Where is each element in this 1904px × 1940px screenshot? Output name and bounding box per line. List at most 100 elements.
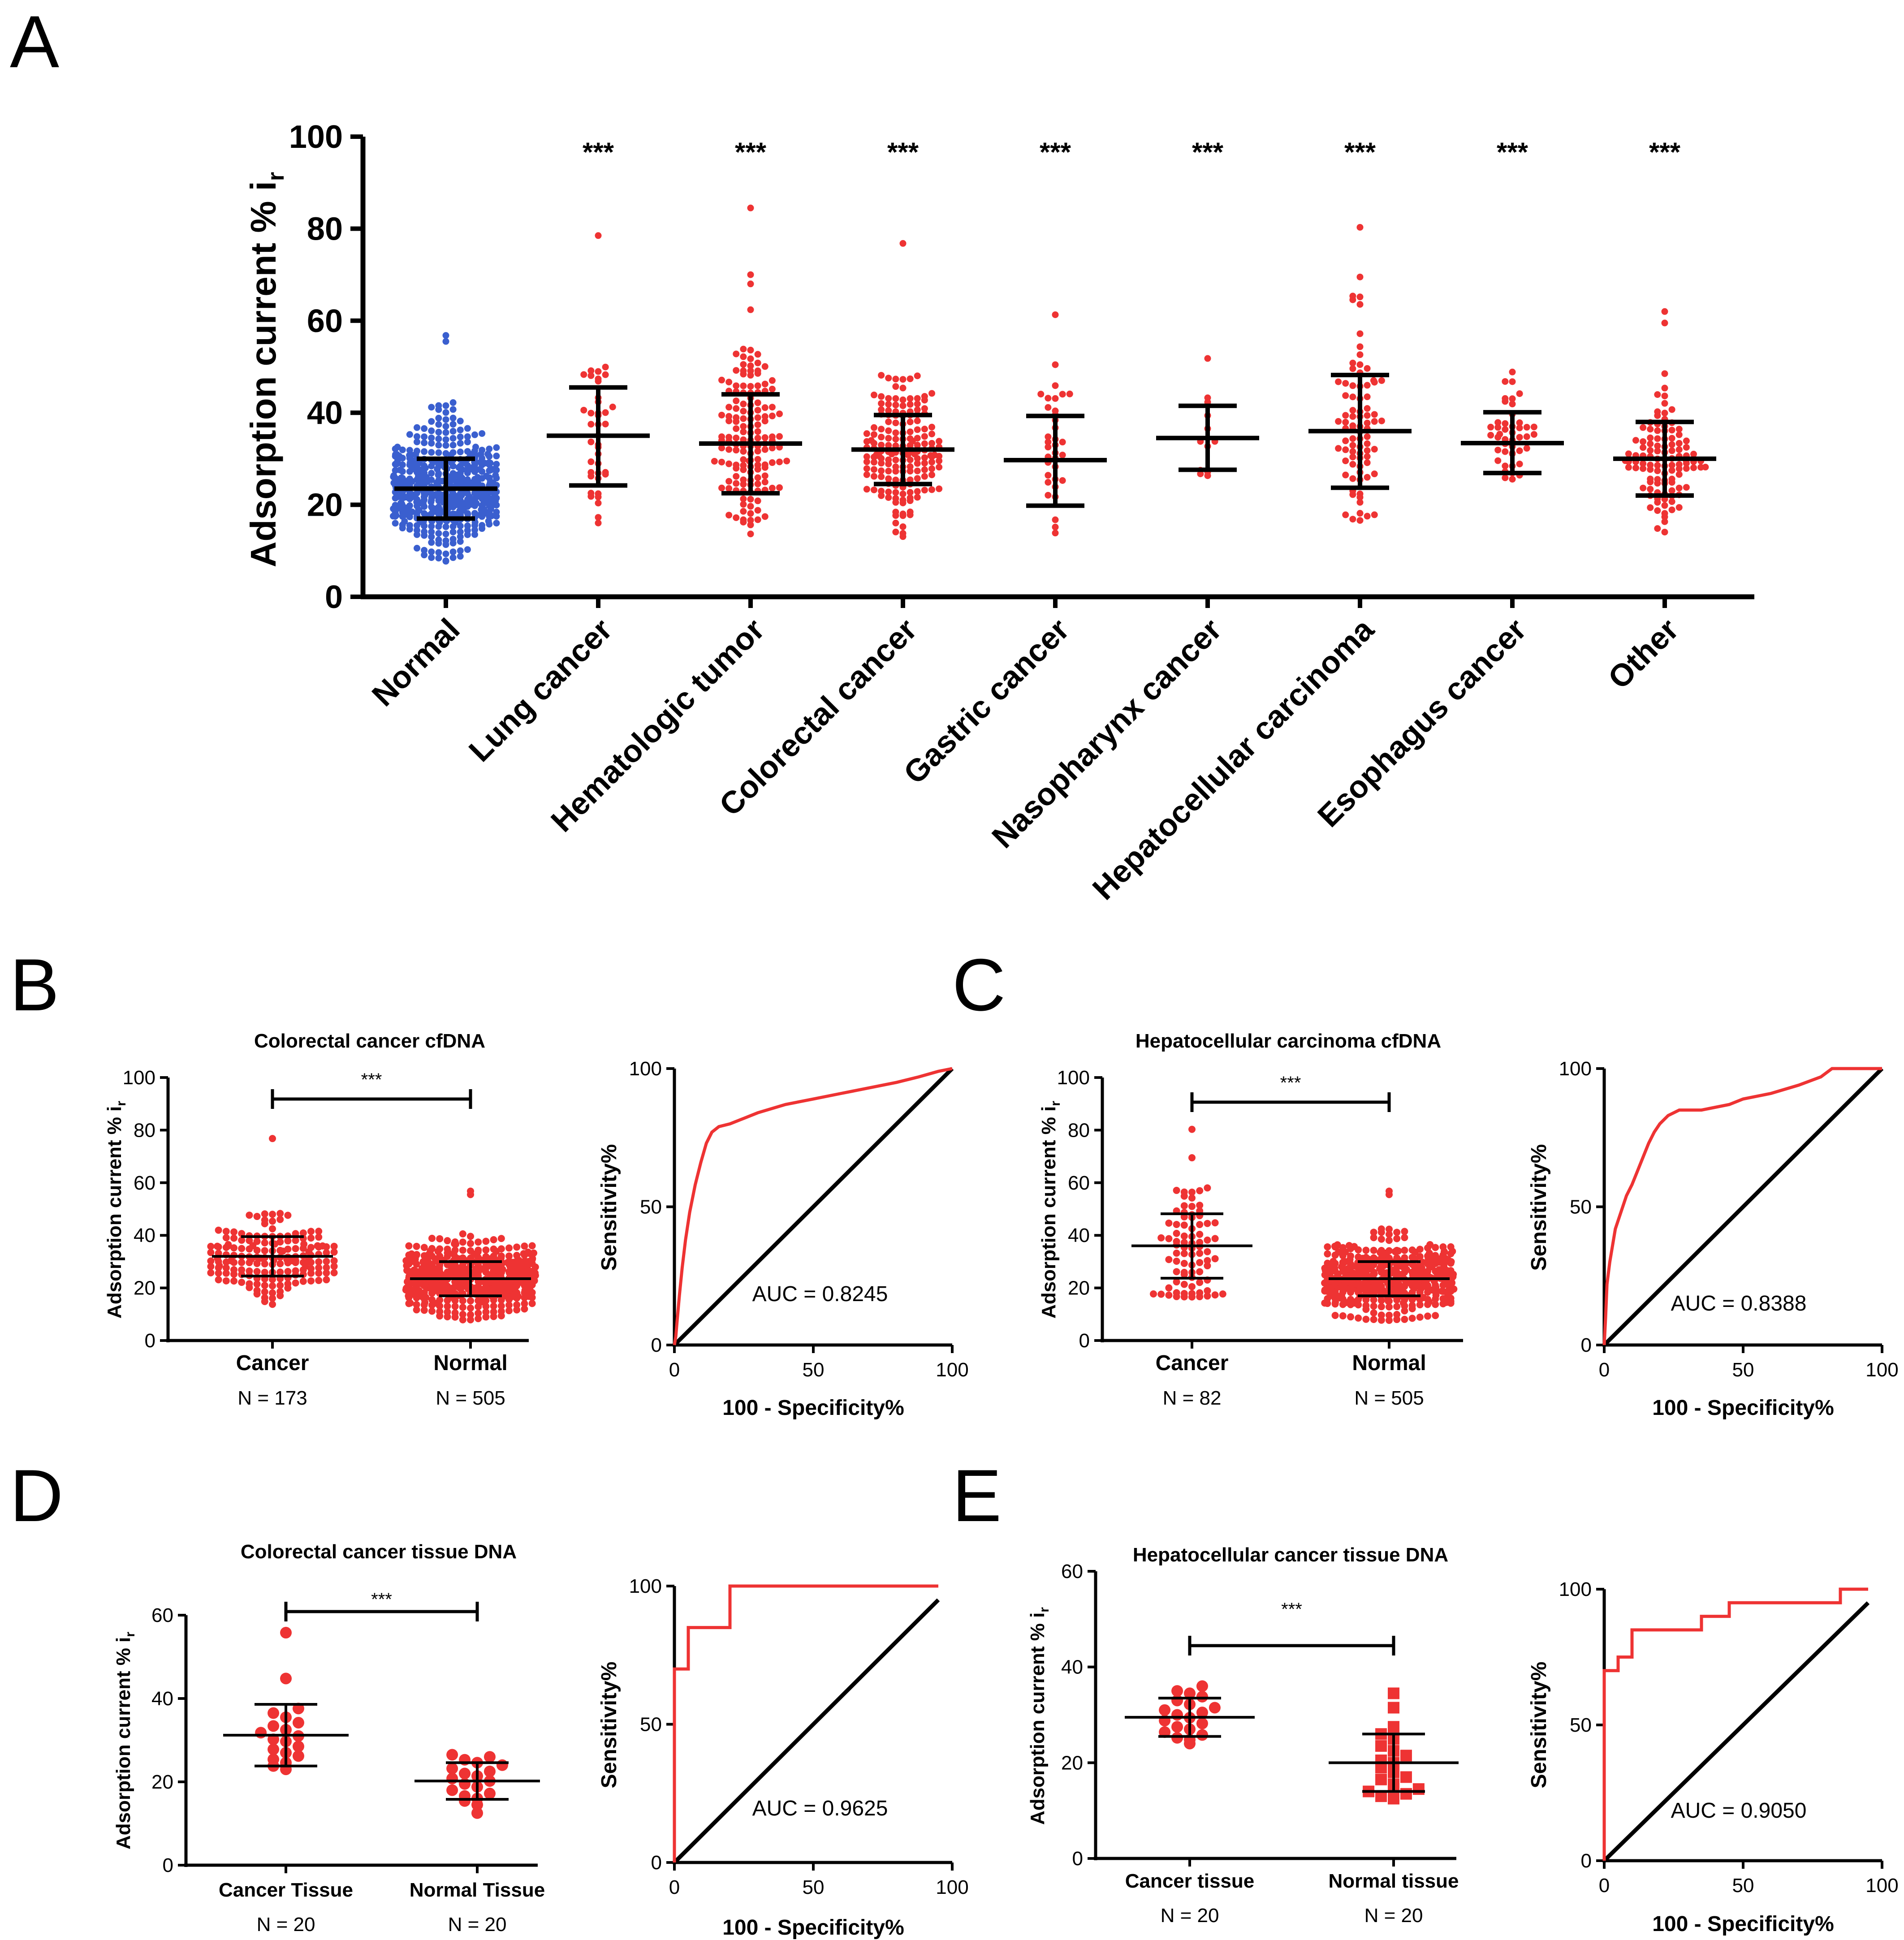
a-8-point [1654, 448, 1661, 455]
auc-label: AUC = 0.8245 [752, 1282, 888, 1306]
a-3-point [914, 406, 921, 414]
B1-0-point [269, 1211, 276, 1218]
a-3-point [914, 372, 921, 379]
a-8-point [1702, 464, 1709, 471]
C1-1-point [1355, 1314, 1362, 1322]
a-1-point [587, 469, 595, 476]
a-8-point [1654, 507, 1661, 514]
B1-0-point [314, 1242, 321, 1250]
a-0-point [435, 477, 442, 484]
x-category-label: Cancer [236, 1351, 309, 1375]
chart-e-roc: 0 50 100 0 50 100 100 - Specificity% Sensitivit… [1527, 1578, 1899, 1936]
a-8-point [1675, 484, 1683, 491]
B1-0-point [253, 1246, 261, 1254]
a-3-point [868, 437, 875, 444]
a-2-point [733, 405, 740, 412]
B1-0-point [230, 1277, 237, 1285]
significance-marker: *** [1040, 137, 1071, 167]
C1-1-point [1386, 1187, 1393, 1195]
C1-1-point [1432, 1301, 1439, 1308]
D1-1-point [446, 1784, 458, 1796]
a-4-point [1045, 472, 1052, 479]
y-tick-label: 20 [1068, 1277, 1090, 1299]
a-2-point [718, 458, 725, 466]
a-2-point [740, 408, 747, 415]
a-3-point [878, 467, 885, 474]
C1-1-point [1377, 1225, 1385, 1233]
B1-0-point [238, 1245, 246, 1252]
a-3-point [863, 458, 870, 466]
D1-0-point [292, 1716, 304, 1729]
a-2-point [747, 530, 754, 538]
a-0-point [449, 399, 457, 406]
B1-1-point [444, 1237, 451, 1245]
x-tick-label: 100 [936, 1876, 968, 1898]
a-8-point [1654, 462, 1661, 469]
a-7-point [1502, 462, 1509, 470]
B1-0-point [261, 1281, 268, 1289]
C1-0-point [1180, 1268, 1188, 1276]
C1-0-point [1204, 1262, 1211, 1270]
D1-1-point [446, 1749, 458, 1761]
B1-0-point [230, 1244, 237, 1252]
x-category-label: Normal tissue [1329, 1870, 1459, 1892]
a-3-point [907, 463, 914, 470]
a-2-point [754, 456, 761, 463]
a-6-point [1335, 418, 1342, 425]
B1-1-point [459, 1230, 466, 1237]
chart-b-dotplot: 0 20 40 60 80 100 Adsorption current % ir Color… [104, 1030, 539, 1409]
y-tick-label: 60 [151, 1604, 173, 1626]
a-2-point [754, 407, 761, 414]
a-3-point [899, 376, 907, 383]
B1-0-point [315, 1269, 323, 1277]
D1-0-point [268, 1753, 280, 1765]
a-8-point [1661, 400, 1668, 407]
B1-0-point [307, 1265, 315, 1272]
D1-0-point [268, 1743, 280, 1755]
a-4-point [1059, 477, 1066, 484]
B1-0-point [284, 1280, 292, 1288]
a-3-point [907, 418, 914, 426]
a-0-point [442, 436, 449, 443]
C1-0-point [1180, 1280, 1188, 1288]
a-8-point [1654, 467, 1661, 474]
B1-0-point [276, 1268, 284, 1276]
a-4-point [1059, 452, 1066, 459]
C1-0-point [1180, 1221, 1188, 1229]
a-6-point [1342, 412, 1349, 419]
C1-1-point [1345, 1242, 1353, 1249]
C1-1-point [1362, 1254, 1370, 1261]
C1-0-point [1180, 1239, 1188, 1246]
a-2-point [733, 367, 740, 374]
a-3-point [907, 428, 914, 435]
a-0-point [435, 536, 442, 543]
D1-0-point [255, 1727, 267, 1739]
x-axis-label: 100 - Specificity% [1652, 1912, 1834, 1936]
B1-0-point [230, 1266, 237, 1273]
a-0-point [421, 433, 428, 440]
y-axis-label-subscript: r [123, 1632, 138, 1637]
a-3-point [892, 509, 899, 516]
x-tick-label: 50 [803, 1359, 825, 1381]
a-2-point [747, 355, 754, 362]
C1-1-point [1416, 1301, 1424, 1309]
D1-1-point [496, 1759, 508, 1771]
a-4-point [1052, 516, 1059, 523]
a-6-point [1356, 330, 1364, 337]
a-0-point [483, 473, 490, 480]
a-7-point [1516, 424, 1523, 431]
C1-1-point [1355, 1253, 1362, 1261]
C1-0-point [1180, 1188, 1188, 1196]
a-2-point [740, 423, 747, 430]
C1-1-point [1377, 1235, 1385, 1243]
a-0-point [435, 449, 442, 456]
a-0-point [449, 535, 457, 543]
a-3-point [914, 426, 921, 433]
y-tick-label: 20 [307, 487, 343, 523]
a-2-point [754, 461, 761, 469]
a-6-point [1356, 499, 1364, 506]
a-0-point [428, 533, 435, 540]
B1-0-point [307, 1234, 315, 1242]
a-1-point [595, 500, 602, 507]
a-7-point [1516, 390, 1523, 397]
